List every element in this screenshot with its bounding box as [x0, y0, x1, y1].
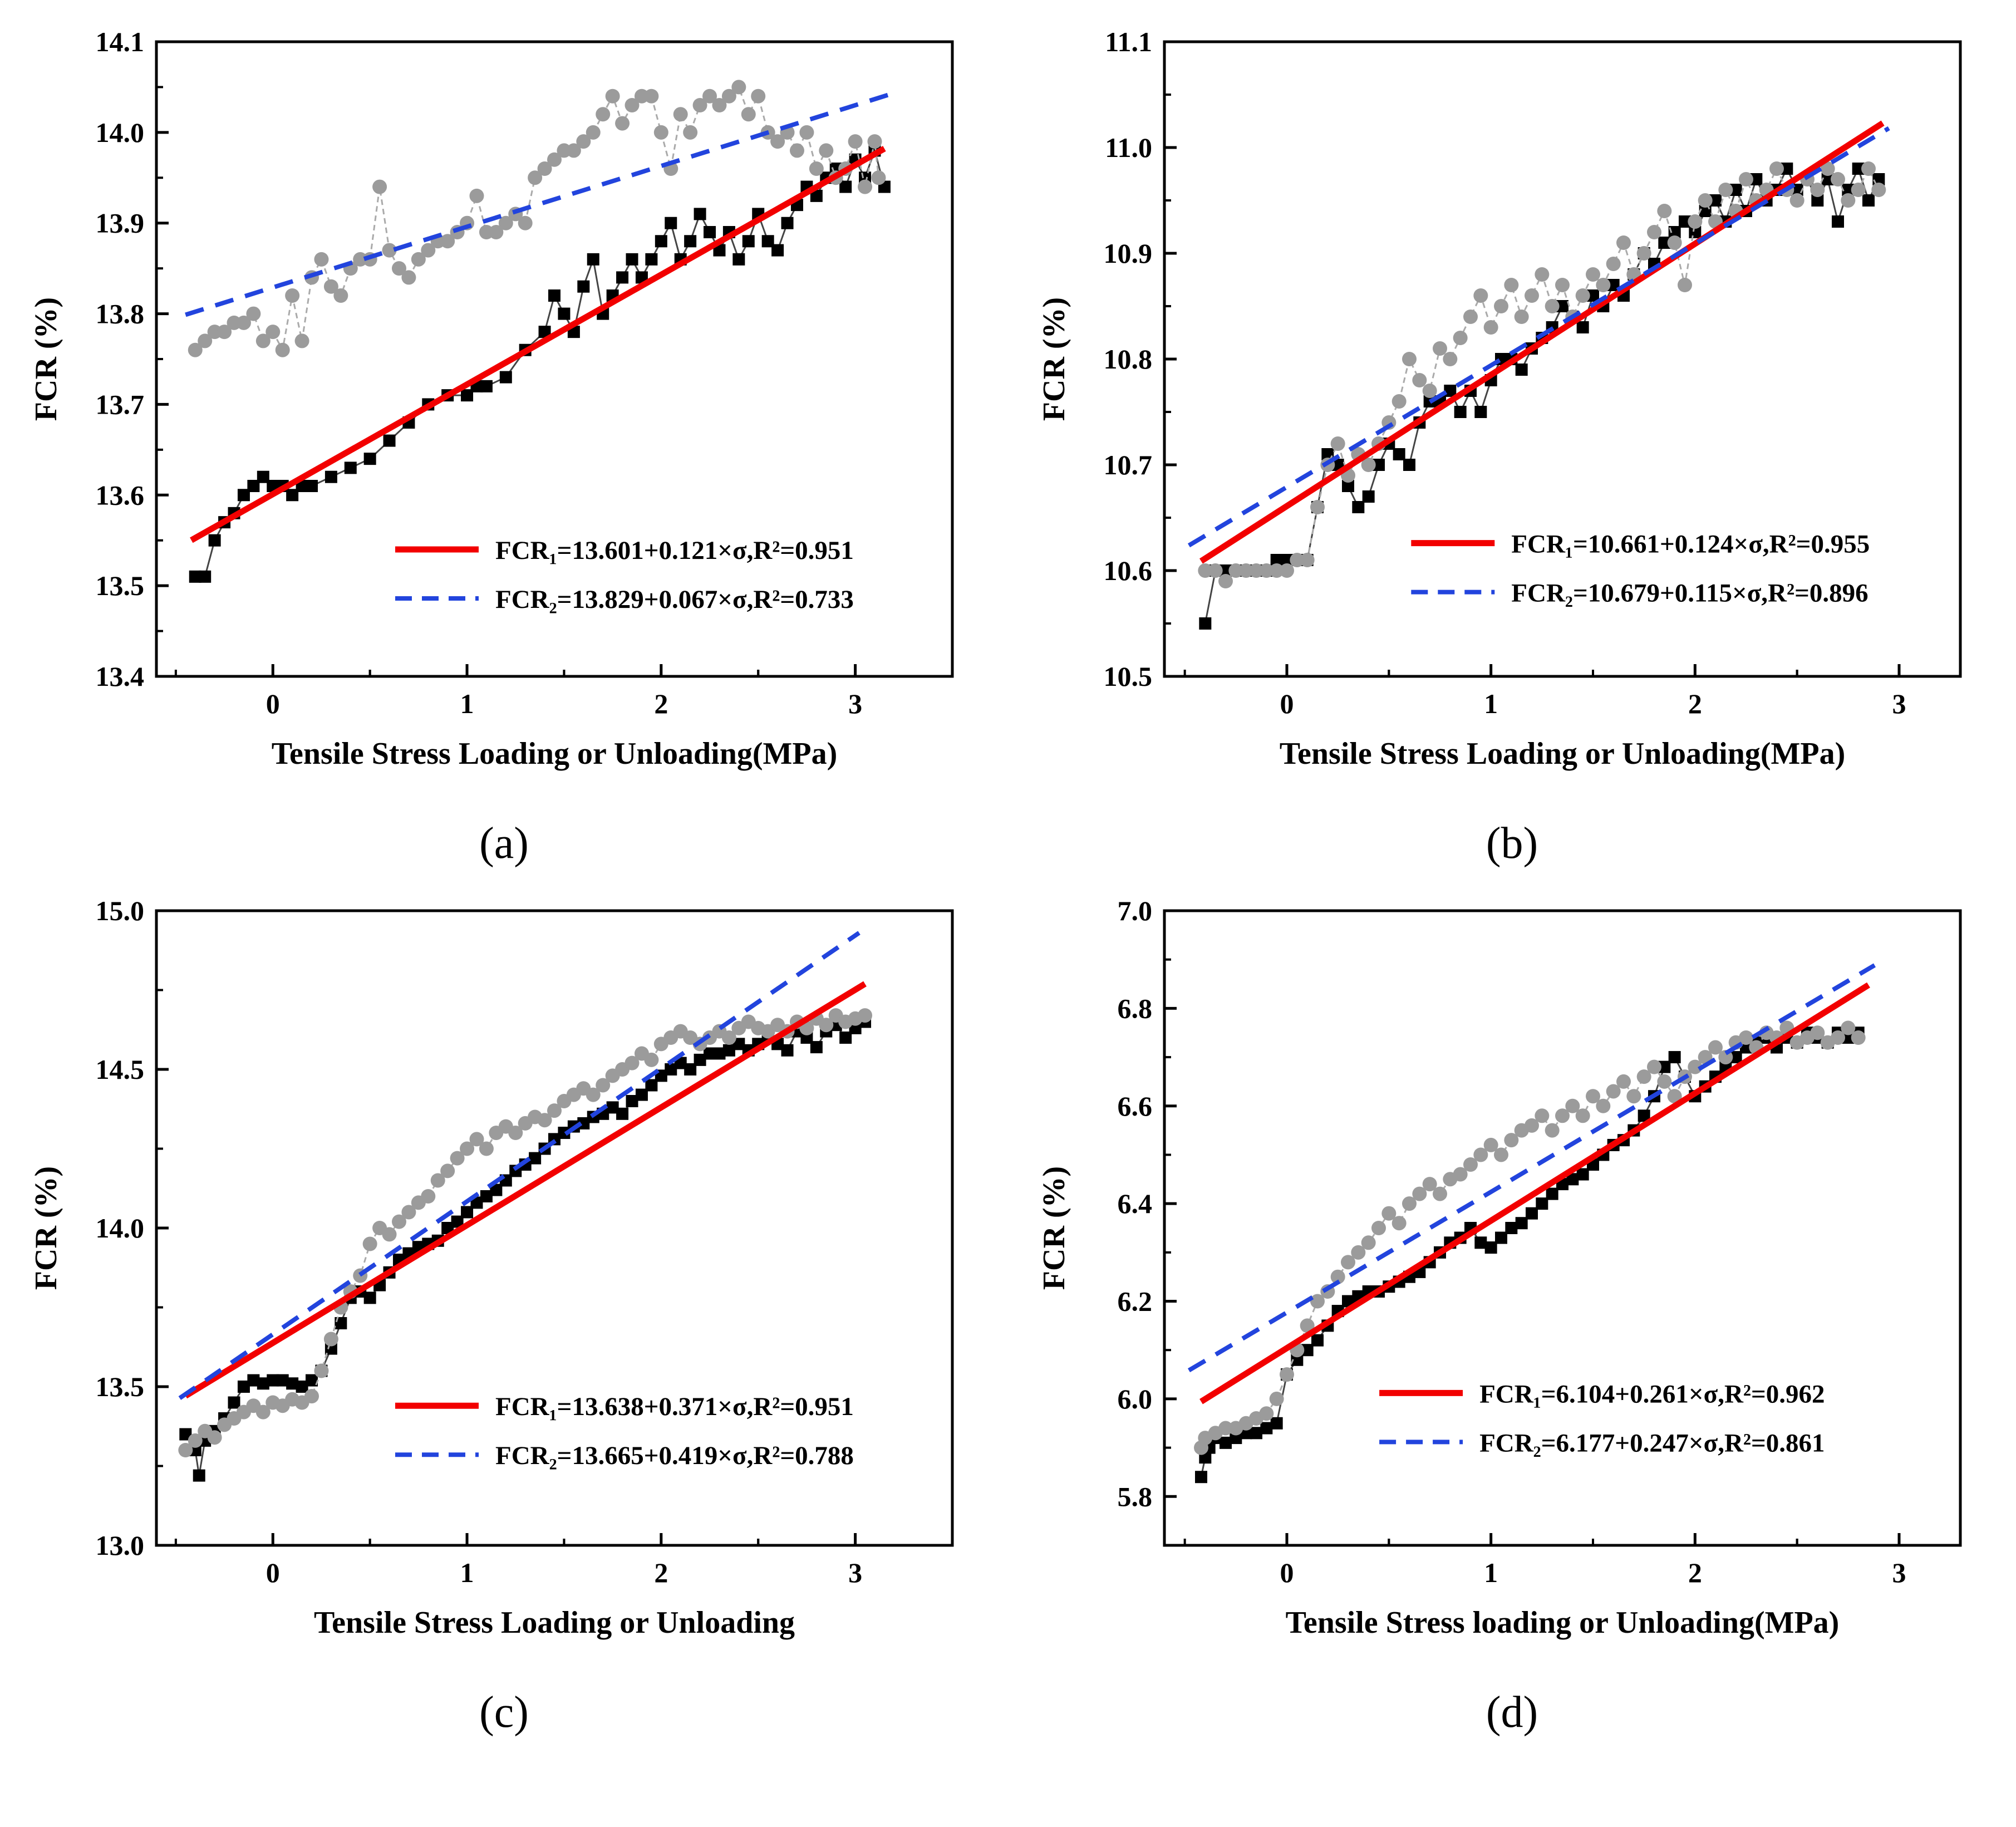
svg-text:13.5: 13.5	[95, 570, 144, 601]
caption-a: (a)	[479, 819, 529, 868]
svg-text:13.9: 13.9	[95, 208, 144, 239]
svg-text:FCR₁=10.661+0.124×σ,R²=0.955: FCR₁=10.661+0.124×σ,R²=0.955	[1511, 530, 1870, 559]
caption-c: (c)	[479, 1688, 529, 1737]
svg-text:2: 2	[1688, 688, 1702, 719]
svg-text:Tensile Stress Loading or Unlo: Tensile Stress Loading or Unloading(MPa)	[271, 736, 837, 771]
svg-text:10.9: 10.9	[1103, 238, 1152, 269]
svg-text:3: 3	[848, 1557, 862, 1588]
svg-text:15.0: 15.0	[95, 895, 144, 926]
panel-c: 0 1 2 3 13.0 13.5 14.0 14.5 15.0 Tensile Stress L…	[0, 886, 1008, 1738]
svg-text:13.5: 13.5	[95, 1371, 144, 1402]
svg-text:14.0: 14.0	[95, 1212, 144, 1244]
svg-text:14.5: 14.5	[95, 1054, 144, 1085]
svg-text:3: 3	[1892, 1557, 1906, 1588]
chart-d: 0 1 2 3 5.8 6.0 6.2 6.4 6.6 6.8 7.0 Tensile Stress …	[1037, 895, 1961, 1640]
panel-d: 0 1 2 3 5.8 6.0 6.2 6.4 6.6 6.8 7.0 Tensile Stress …	[1008, 886, 2016, 1738]
svg-text:0: 0	[1280, 688, 1294, 719]
svg-text:1: 1	[460, 1557, 474, 1588]
svg-text:10.5: 10.5	[1103, 661, 1152, 692]
svg-text:3: 3	[848, 688, 862, 719]
caption-d: (d)	[1486, 1688, 1538, 1737]
svg-text:FCR (%): FCR (%)	[1037, 1166, 1071, 1290]
svg-text:13.8: 13.8	[95, 298, 144, 330]
svg-text:Tensile Stress loading or Unlo: Tensile Stress loading or Unloading(MPa)	[1285, 1605, 1839, 1640]
svg-text:0: 0	[1280, 1557, 1294, 1588]
svg-text:13.4: 13.4	[95, 661, 144, 692]
svg-text:5.8: 5.8	[1117, 1481, 1152, 1512]
svg-text:2: 2	[654, 1557, 668, 1588]
svg-text:14.0: 14.0	[95, 117, 144, 148]
svg-text:FCR₁=13.638+0.371×σ,R²=0.951: FCR₁=13.638+0.371×σ,R²=0.951	[495, 1392, 854, 1421]
svg-text:FCR₂=10.679+0.115×σ,R²=0.896: FCR₂=10.679+0.115×σ,R²=0.896	[1511, 579, 1868, 608]
chart-b: 0 1 2 3 10.5 10.6 10.7 10.8 10.9 11.0 11.1 Tensile …	[1037, 26, 1961, 771]
svg-text:13.6: 13.6	[95, 479, 144, 510]
svg-text:6.2: 6.2	[1117, 1286, 1152, 1317]
svg-text:7.0: 7.0	[1117, 895, 1152, 926]
svg-text:11.0: 11.0	[1105, 132, 1152, 163]
panel-a: 0 1 2 3 13.4 13.5 13.6 13.7 13.8 13.9 14.0 14.1 Tens…	[0, 17, 1008, 869]
chart-c: 0 1 2 3 13.0 13.5 14.0 14.5 15.0 Tensile Stress L…	[29, 895, 953, 1640]
svg-text:1: 1	[1484, 688, 1498, 719]
figure-grid: 0 1 2 3 13.4 13.5 13.6 13.7 13.8 13.9 14.0 14.1 Tens…	[0, 17, 2016, 1738]
svg-text:3: 3	[1892, 688, 1906, 719]
svg-text:FCR₁=13.601+0.121×σ,R²=0.951: FCR₁=13.601+0.121×σ,R²=0.951	[495, 536, 854, 565]
svg-text:13.0: 13.0	[95, 1530, 144, 1561]
svg-text:FCR (%): FCR (%)	[29, 297, 63, 421]
svg-text:FCR₂=13.665+0.419×σ,R²=0.788: FCR₂=13.665+0.419×σ,R²=0.788	[495, 1441, 854, 1470]
svg-text:FCR (%): FCR (%)	[29, 1166, 63, 1290]
svg-text:FCR₂=6.177+0.247×σ,R²=0.861: FCR₂=6.177+0.247×σ,R²=0.861	[1479, 1428, 1825, 1457]
svg-text:14.1: 14.1	[95, 26, 144, 57]
svg-text:10.8: 10.8	[1103, 343, 1152, 375]
svg-text:2: 2	[654, 688, 668, 719]
svg-text:6.8: 6.8	[1117, 993, 1152, 1024]
svg-text:10.7: 10.7	[1103, 449, 1152, 480]
chart-a: 0 1 2 3 13.4 13.5 13.6 13.7 13.8 13.9 14.0 14.1 Tens…	[29, 26, 953, 771]
svg-text:13.7: 13.7	[95, 389, 144, 420]
caption-b: (b)	[1486, 819, 1538, 868]
svg-text:Tensile Stress Loading or Unlo: Tensile Stress Loading or Unloading(MPa)	[1279, 736, 1845, 771]
panel-b: 0 1 2 3 10.5 10.6 10.7 10.8 10.9 11.0 11.1 Tensile …	[1008, 17, 2016, 869]
svg-text:FCR (%): FCR (%)	[1037, 297, 1071, 421]
svg-text:0: 0	[265, 1557, 279, 1588]
svg-text:Tensile Stress Loading or Unlo: Tensile Stress Loading or Unloading	[313, 1605, 794, 1640]
svg-text:10.6: 10.6	[1103, 555, 1152, 586]
svg-text:11.1: 11.1	[1105, 26, 1152, 57]
svg-text:2: 2	[1688, 1557, 1702, 1588]
svg-text:FCR₁=6.104+0.261×σ,R²=0.962: FCR₁=6.104+0.261×σ,R²=0.962	[1479, 1379, 1825, 1408]
svg-text:FCR₂=13.829+0.067×σ,R²=0.733: FCR₂=13.829+0.067×σ,R²=0.733	[495, 585, 854, 614]
svg-text:1: 1	[460, 688, 474, 719]
svg-text:6.0: 6.0	[1117, 1383, 1152, 1415]
svg-text:0: 0	[265, 688, 279, 719]
svg-text:1: 1	[1484, 1557, 1498, 1588]
svg-text:6.4: 6.4	[1117, 1188, 1152, 1219]
svg-text:6.6: 6.6	[1117, 1091, 1152, 1122]
